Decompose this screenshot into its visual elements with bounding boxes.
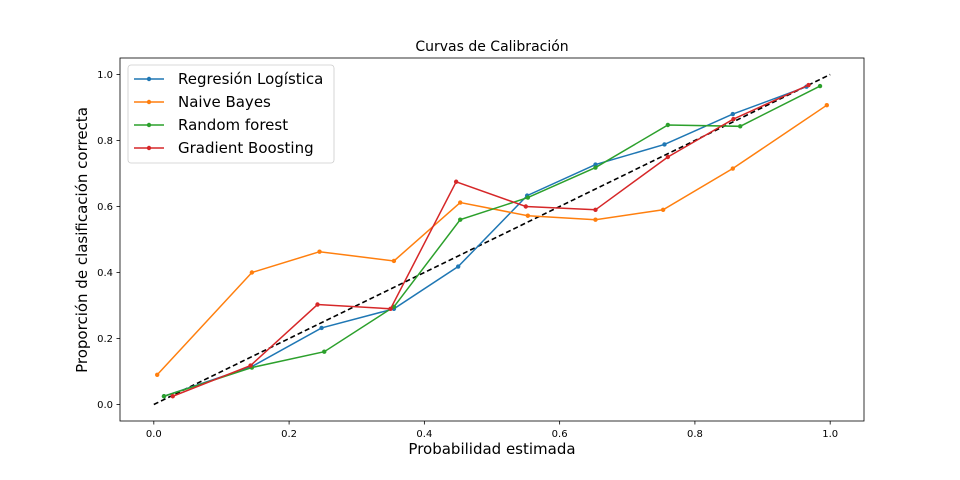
data-point — [317, 249, 322, 254]
y-axis-label: Proporción de clasificación correcta — [73, 107, 91, 373]
data-point — [248, 363, 253, 368]
data-point — [322, 349, 327, 354]
y-tick-label: 0.6 — [97, 202, 113, 213]
data-point — [665, 122, 671, 128]
data-point — [388, 306, 393, 311]
legend-box — [127, 64, 335, 164]
y-tick-label: 0.0 — [97, 400, 113, 411]
y-tick-label: 1.0 — [97, 70, 113, 81]
data-point — [593, 207, 598, 212]
data-point — [170, 394, 175, 399]
data-point — [665, 154, 671, 160]
data-point — [525, 195, 531, 200]
data-point — [523, 204, 529, 209]
data-point — [806, 82, 811, 88]
data-point — [738, 124, 743, 129]
x-tick-label: 0.0 — [146, 429, 162, 440]
data-point — [731, 116, 736, 122]
legend-label: Random forest — [178, 116, 288, 134]
data-point — [730, 166, 735, 171]
data-point — [155, 372, 160, 377]
data-point — [249, 270, 255, 275]
data-point — [660, 207, 666, 212]
data-point — [453, 179, 459, 184]
series-line — [163, 85, 821, 397]
x-tick-label: 0.2 — [281, 429, 297, 440]
data-point — [458, 217, 463, 222]
x-tick-label: 1.0 — [822, 429, 838, 440]
legend-marker — [146, 145, 152, 151]
data-point — [525, 213, 531, 218]
data-point — [391, 258, 397, 264]
data-point — [817, 83, 823, 89]
y-tick-label: 0.4 — [97, 268, 113, 279]
legend-label: Regresión Logística — [178, 70, 323, 88]
plot-area — [119, 57, 865, 422]
legend-item: Gradient Boosting — [134, 139, 314, 157]
series-line — [163, 86, 807, 397]
series-line — [172, 84, 809, 397]
legend-marker — [146, 122, 152, 128]
perfect-calibration-line — [153, 73, 831, 406]
x-axis: 0.0 0.2 0.4 0.6 0.8 1.0 — [146, 421, 838, 440]
data-point — [662, 142, 667, 147]
legend-label: Naive Bayes — [178, 93, 271, 111]
x-tick-label: 0.6 — [552, 429, 568, 440]
data-point — [730, 111, 735, 117]
legend-item: Regresión Logística — [134, 70, 323, 88]
series-2 — [161, 83, 823, 399]
axes-frame — [119, 57, 865, 422]
legend-item: Naive Bayes — [134, 93, 271, 111]
legend: Regresión Logística Naive Bayes Random for… — [127, 64, 335, 164]
legend-marker — [146, 99, 152, 105]
legend-marker — [146, 76, 152, 82]
y-axis: 0.0 0.2 0.4 0.6 0.8 1.0 — [97, 70, 120, 411]
y-tick-label: 0.2 — [97, 334, 113, 345]
data-point — [593, 217, 598, 222]
x-tick-label: 0.4 — [416, 429, 432, 440]
legend-label: Gradient Boosting — [178, 139, 314, 157]
legend-item: Random forest — [134, 116, 288, 134]
data-point — [319, 325, 324, 331]
x-axis-label: Probabilidad estimada — [408, 440, 575, 458]
data-point — [593, 165, 598, 170]
x-tick-label: 0.8 — [687, 429, 703, 440]
y-tick-label: 0.8 — [97, 136, 113, 147]
data-point — [458, 200, 463, 205]
data-point — [161, 394, 167, 399]
series-3 — [170, 82, 811, 399]
data-point — [315, 302, 320, 307]
data-point — [455, 264, 461, 269]
data-point — [824, 102, 829, 108]
chart-title: Curvas de Calibración — [415, 39, 568, 55]
